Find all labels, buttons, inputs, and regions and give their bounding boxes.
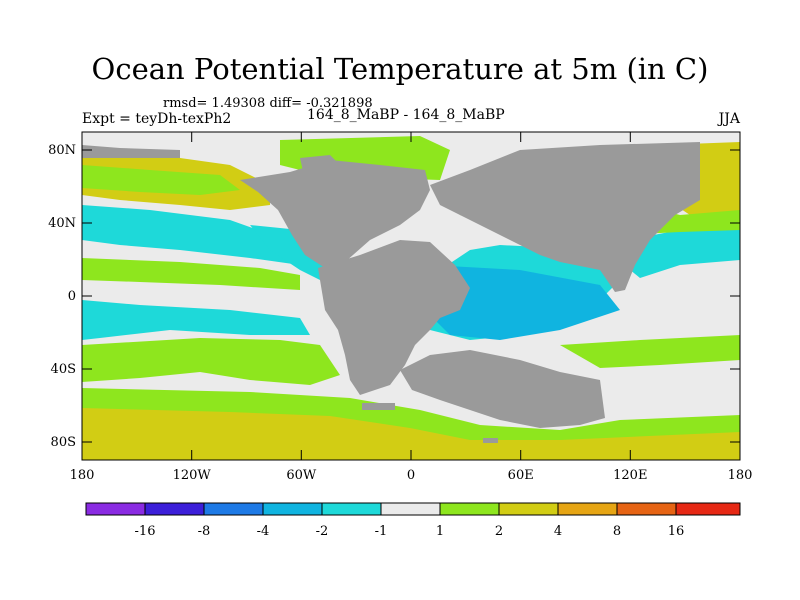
colorbar-segment (557, 502, 618, 516)
colorbar-segment (144, 502, 205, 516)
colorbar-segment (498, 502, 559, 516)
land-arctic-island (82, 145, 180, 158)
colorbar-label: -2 (316, 524, 329, 539)
lon-label-0: 0 (407, 468, 415, 483)
lon-axis: 180 120W 60W 0 60E 120E 180 (70, 132, 753, 483)
warm-strip-tropical-pacific (82, 258, 300, 290)
colorbar-segment (262, 502, 323, 516)
colorbar-segment (439, 502, 500, 516)
lat-label-80s: 80S (51, 435, 76, 450)
warm-mid-southern (82, 408, 740, 460)
colorbar-segment (675, 502, 741, 516)
colorbar-label: -4 (257, 524, 270, 539)
cool-mid-indian (430, 265, 620, 340)
warm-band-north-light (82, 165, 240, 195)
lat-label-40s: 40S (51, 362, 76, 377)
warm-band-southern (82, 388, 740, 450)
lat-axis: 80N 40N 0 40S 80S (48, 143, 740, 450)
map-plot-area (82, 132, 740, 460)
colorbar-label: -8 (198, 524, 211, 539)
lon-label-120e: 120E (613, 468, 647, 483)
warm-band-east-pacific (560, 335, 740, 368)
cool-band-north-pacific (82, 205, 300, 265)
land-antarctic-australia (400, 350, 605, 428)
experiment-label: Expt = teyDh-texPh2 (82, 111, 232, 127)
lat-label-0: 0 (68, 289, 76, 304)
colorbar-label: 16 (668, 524, 685, 539)
lat-label-80n: 80N (48, 143, 76, 158)
lon-label-180e: 180 (728, 468, 753, 483)
land-greenland (300, 155, 345, 185)
chart-title: Ocean Potential Temperature at 5m (in C) (91, 52, 709, 86)
colorbar-segment (321, 502, 382, 516)
colorbar-label: -1 (375, 524, 388, 539)
colorbar-segment (203, 502, 264, 516)
colorbar-label: 8 (613, 524, 621, 539)
land-eurasia (430, 142, 700, 292)
land-north-america (240, 160, 430, 268)
colorbar-label: 4 (554, 524, 562, 539)
colorbar: -16 -8 -4 -2 -1 1 2 4 8 16 (85, 502, 741, 539)
cool-band-south-pacific (82, 300, 310, 340)
lon-label-60e: 60E (508, 468, 534, 483)
land-island-south-2 (483, 438, 498, 443)
warm-band-south-pacific (82, 338, 340, 385)
stats-label: rmsd= 1.49308 diff= -0.321898 (163, 96, 373, 111)
period-label: 164_8_MaBP - 164_8_MaBP (307, 107, 505, 123)
colorbar-label: 1 (436, 524, 444, 539)
colorbar-segment (616, 502, 677, 516)
lon-label-180w: 180 (70, 468, 95, 483)
colorbar-label: 2 (495, 524, 503, 539)
lon-label-120w: 120W (173, 468, 212, 483)
colorbar-segment (85, 502, 146, 516)
land-africa-south-america (318, 240, 470, 395)
colorbar-segment (380, 502, 441, 516)
season-label: JJA (718, 111, 740, 127)
lon-label-60w: 60W (286, 468, 317, 483)
lat-label-40n: 40N (48, 216, 76, 231)
land-island-south (362, 403, 395, 410)
colorbar-label: -16 (135, 524, 156, 539)
